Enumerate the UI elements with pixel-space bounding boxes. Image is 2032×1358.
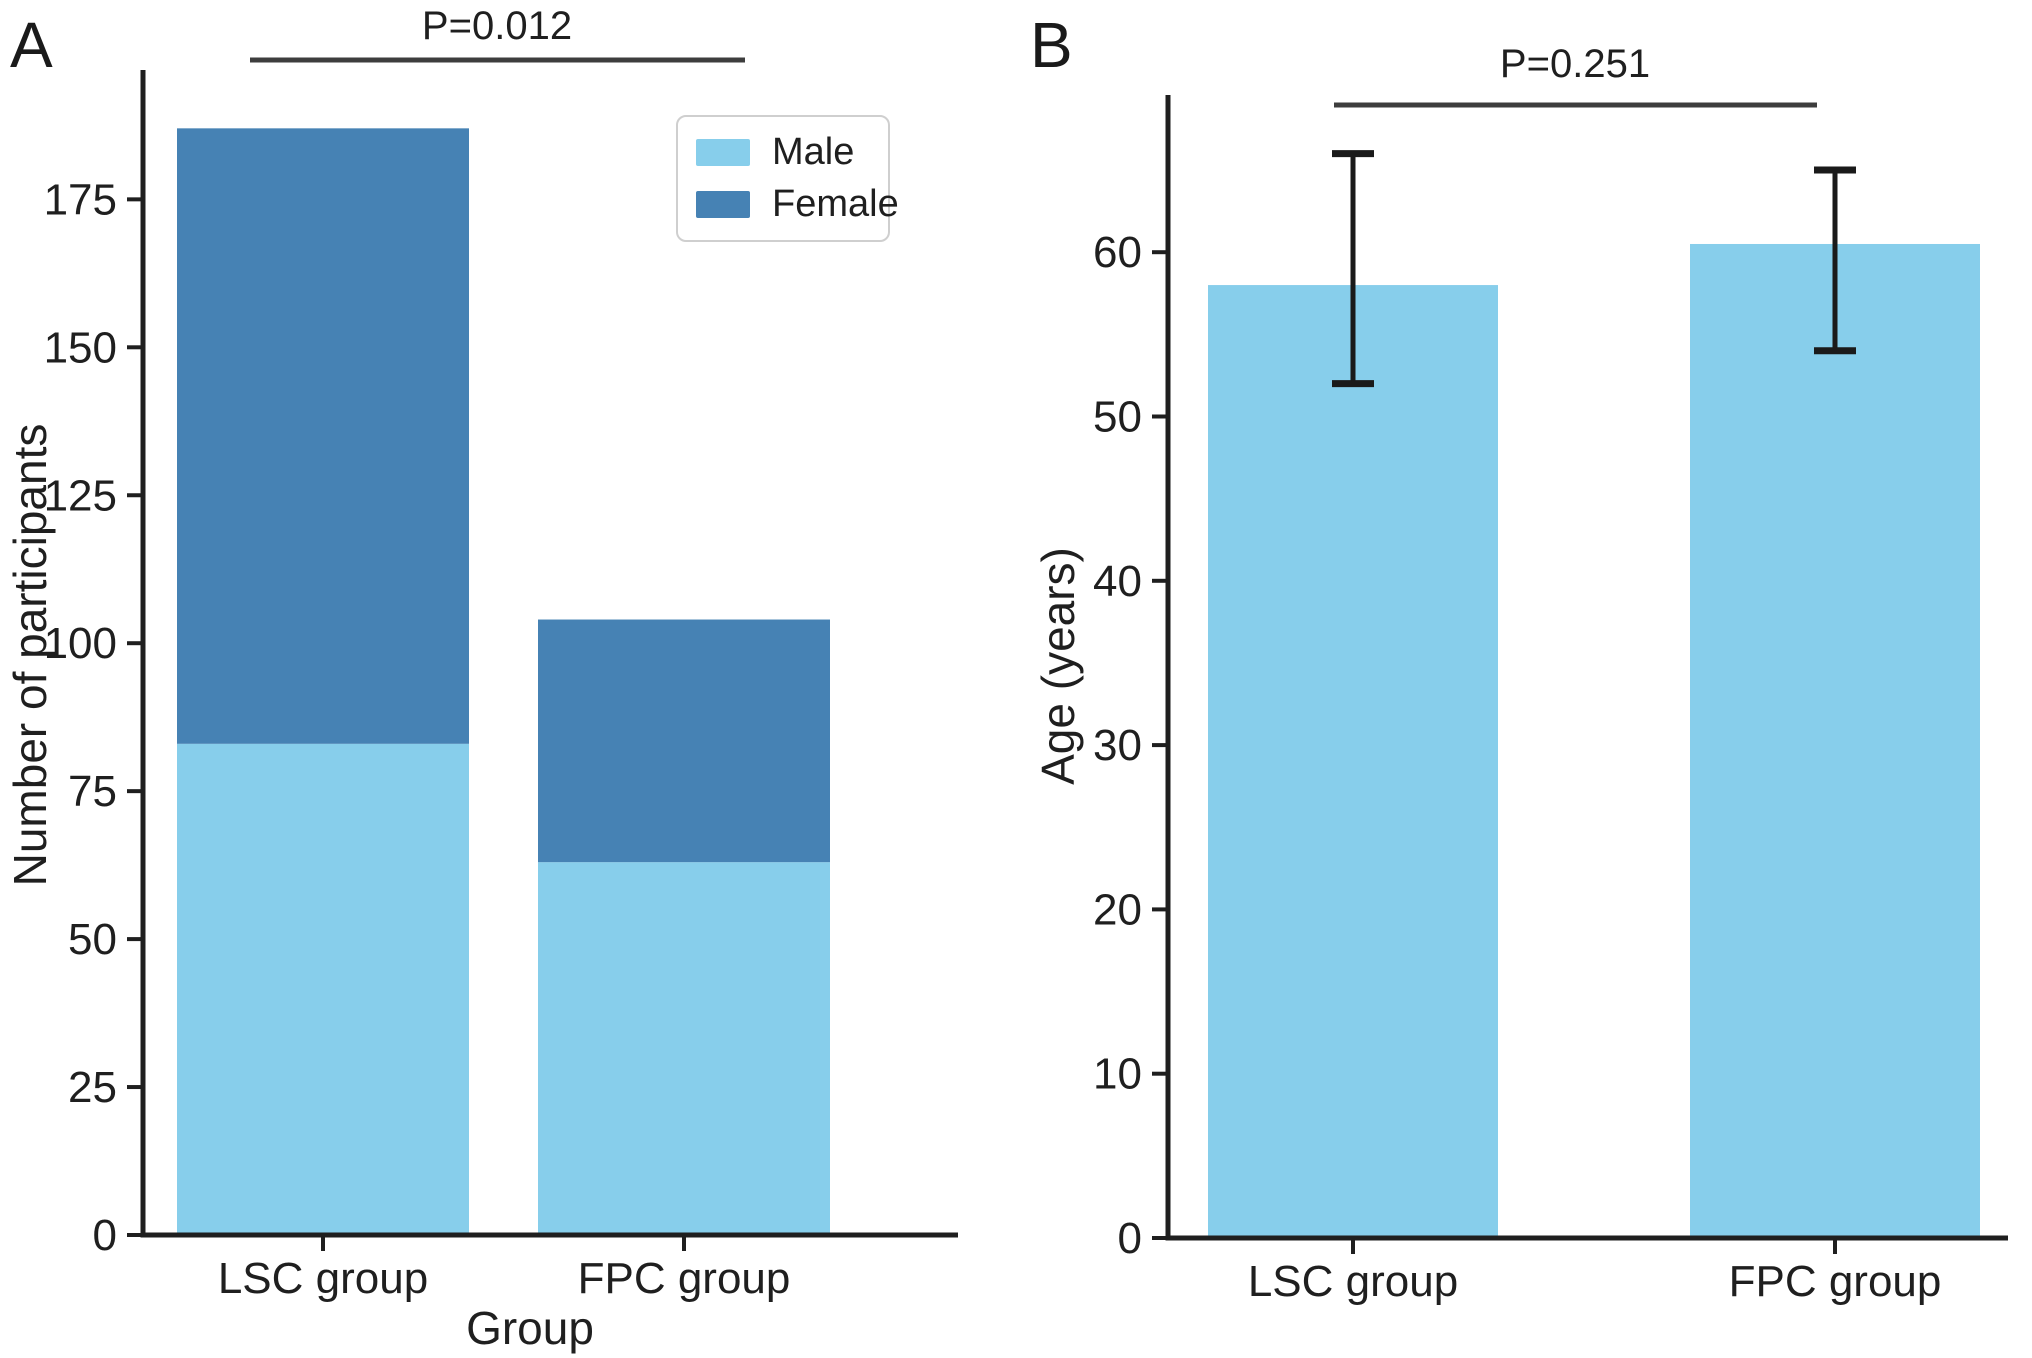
panel-a-y-axis-title: Number of participants xyxy=(4,423,56,887)
panel-b-pvalue: P=0.251 xyxy=(1499,42,1651,86)
legend-label-male: Male xyxy=(772,131,855,174)
panel-a-x-tick-label: LSC group xyxy=(218,1254,428,1303)
male-swatch-icon xyxy=(696,139,750,167)
bar-lsc-female xyxy=(177,128,469,744)
panel-a-x-axis-title: Group xyxy=(466,1302,594,1354)
legend-label-female: Female xyxy=(772,182,899,225)
panel-b-y-tick-label: 50 xyxy=(1093,393,1142,442)
female-swatch-icon xyxy=(696,190,750,218)
panel-b-y-tick-label: 60 xyxy=(1093,228,1142,277)
panel-a-letter: A xyxy=(10,9,53,81)
legend-item-female: Female xyxy=(696,183,899,226)
panel-b-y-tick-label: 30 xyxy=(1093,721,1142,770)
panel-b-x-tick-label: LSC group xyxy=(1248,1257,1458,1306)
panel-b-x-tick-label: FPC group xyxy=(1729,1257,1942,1306)
bar-fpc-female xyxy=(538,619,830,863)
legend: Male Female xyxy=(676,115,899,242)
panel-a-pvalue: P=0.012 xyxy=(421,4,573,48)
panel-a-y-tick-label: 175 xyxy=(44,175,117,224)
panel-a-y-tick-label: 100 xyxy=(44,619,117,668)
panel-a-y-tick-label: 150 xyxy=(44,323,117,372)
panel-b-y-tick-label: 40 xyxy=(1093,557,1142,606)
panel-b-letter: B xyxy=(1030,9,1073,81)
panel-b-y-axis-title: Age (years) xyxy=(1032,547,1084,785)
bar-lsc-male xyxy=(177,743,469,1235)
bar-lsc-age xyxy=(1208,285,1498,1238)
panel-a-y-tick-label: 75 xyxy=(68,767,117,816)
bar-fpc-male xyxy=(538,862,830,1235)
panel-b-y-tick-label: 20 xyxy=(1093,885,1142,934)
panel-b-y-tick-label: 0 xyxy=(1118,1214,1142,1263)
panel-a-y-tick-label: 125 xyxy=(44,471,117,520)
legend-item-male: Male xyxy=(696,131,870,174)
panel-a-x-tick-label: FPC group xyxy=(578,1254,791,1303)
bar-fpc-age xyxy=(1690,243,1980,1239)
panel-b-y-tick-label: 10 xyxy=(1093,1050,1142,1099)
panel-a-y-tick-label: 0 xyxy=(93,1211,117,1260)
panel-a-y-tick-label: 50 xyxy=(68,915,117,964)
panel-a-y-tick-label: 25 xyxy=(68,1063,117,1112)
